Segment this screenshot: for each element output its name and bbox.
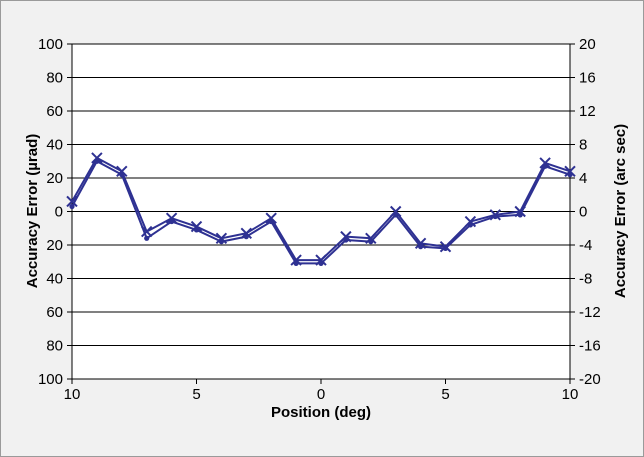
data-point-cross [165,212,178,224]
grid-lines [72,77,570,346]
data-point-cross [91,152,103,164]
data-point-cross [464,215,477,228]
data-point-dot [343,237,349,243]
x-axis-title: Position (deg) [271,404,371,421]
y-right-tick-label: -20 [579,371,601,388]
data-point-dot [418,244,424,250]
y-left-tick-label: 100 [38,371,63,388]
y-left-tick-label: 20 [46,170,63,187]
data-point-dot [293,260,299,267]
y-right-tick-label: -8 [579,271,592,288]
x-tick-label: 0 [317,386,325,403]
data-point-dot [94,158,100,164]
data-point-cross [116,165,128,178]
y-right-tick-label: -4 [579,237,592,254]
data-point-cross [389,205,402,218]
y-left-tick-label: 20 [46,237,63,254]
data-point-dot [69,203,75,210]
y-left-tick-label: 0 [55,204,63,221]
x-tick-label: 5 [192,386,200,403]
data-point-dot [119,172,125,178]
data-point-dot [442,245,449,251]
x-axis: 10 5 0 5 10 [64,379,579,403]
y-right-tick-label: 4 [579,170,587,187]
y-left-tick-label: 40 [46,271,63,288]
data-point-cross [539,157,551,169]
data-point-cross [265,212,277,224]
y-left-tick-label: 100 [38,36,63,53]
data-point-dot [144,235,150,241]
y-left-tick-label: 60 [46,103,63,120]
y-left-tick-label: 60 [46,304,63,321]
data-point-dot [393,212,399,218]
data-point-dot [193,227,200,233]
data-point-dot [368,239,374,245]
y-left-axis-title: Accuracy Error (µrad) [24,134,41,289]
data-point-dot [218,239,224,245]
y-left-axis: 100 80 60 40 20 0 20 40 60 80 100 [38,36,72,388]
data-point-dot [467,222,473,228]
y-right-tick-label: 16 [579,70,596,87]
data-point-dot [567,172,573,178]
y-right-tick-label: -12 [579,304,601,321]
series-layer [66,152,576,267]
y-left-tick-label: 80 [46,70,63,87]
y-right-axis-title: Accuracy Error (arc sec) [612,124,629,298]
data-point-cross [66,195,78,208]
x-tick-label: 10 [562,386,579,403]
data-point-dot [243,234,249,240]
data-point-cross [564,165,576,178]
data-point-cross [190,220,203,233]
data-point-dot [492,213,498,220]
x-tick-label: 5 [441,386,449,403]
y-right-tick-label: 20 [579,36,596,53]
y-right-axis: 20 16 12 8 4 0 -4 -8 -12 -16 -20 [570,36,601,388]
y-left-tick-label: 80 [46,338,63,355]
data-point-dot [542,163,548,169]
y-right-tick-label: 0 [579,204,587,221]
y-right-tick-label: -16 [579,338,601,355]
data-point-dot [318,260,324,267]
data-point-dot [169,218,175,225]
x-tick-label: 10 [64,386,81,403]
data-point-dot [268,218,274,225]
y-right-tick-label: 8 [579,137,587,154]
y-left-tick-label: 40 [46,137,63,154]
data-point-dot [517,212,523,218]
y-right-tick-label: 12 [579,103,596,120]
